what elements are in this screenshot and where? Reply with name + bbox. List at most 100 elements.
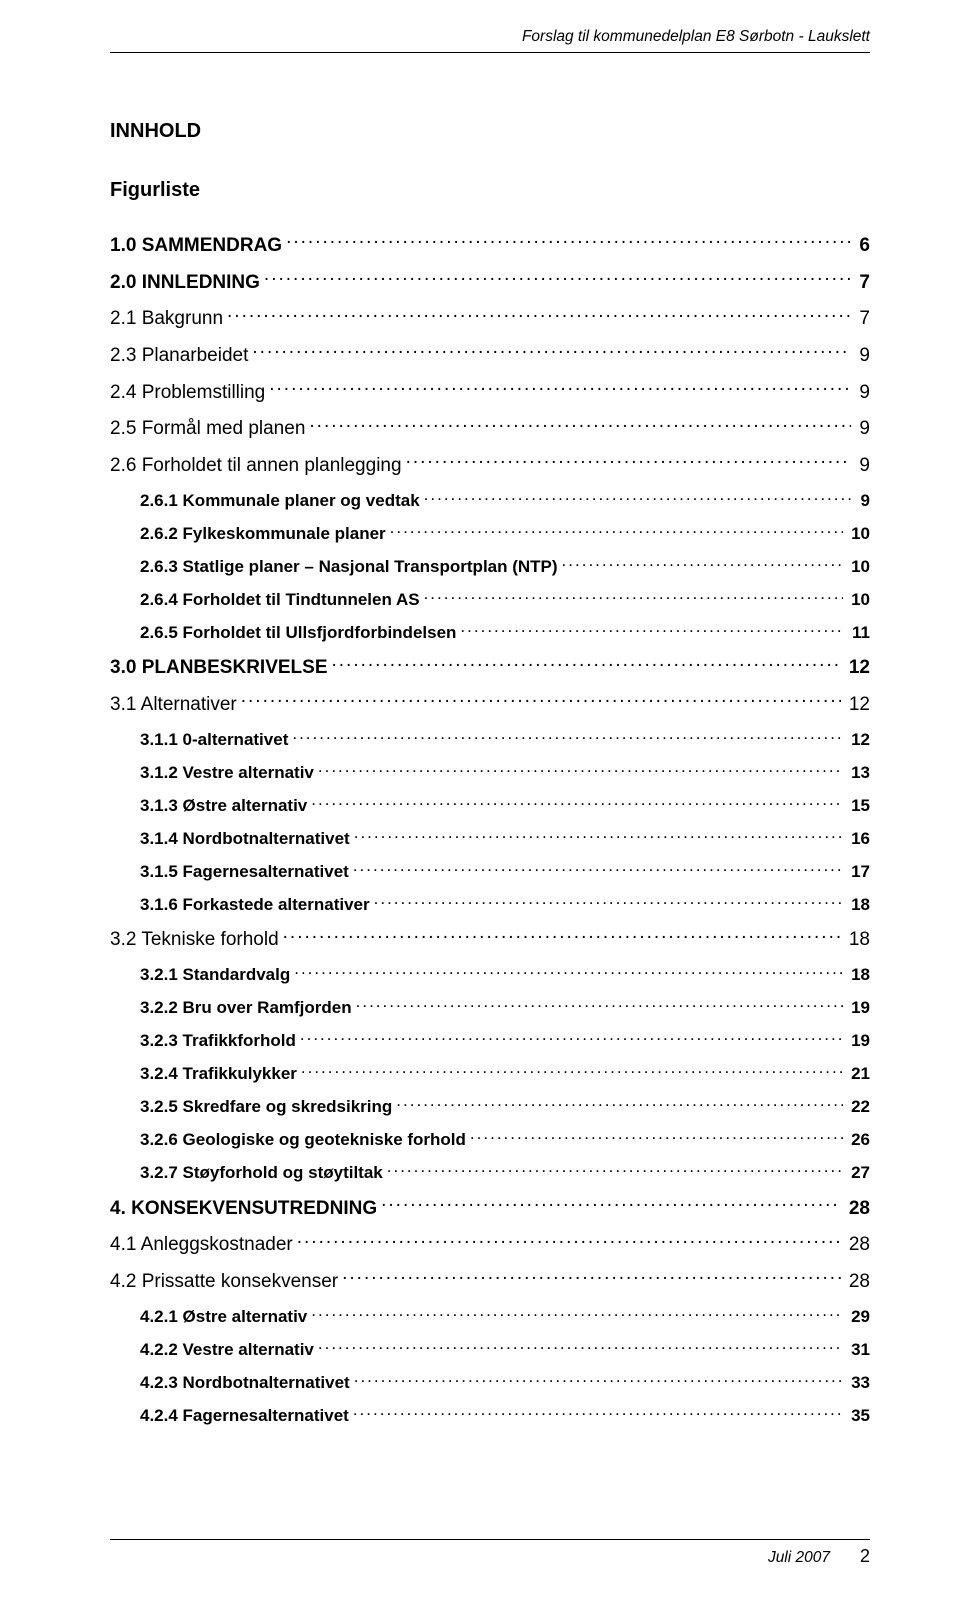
heading-figurliste: Figurliste bbox=[110, 179, 870, 202]
toc-leader bbox=[342, 1268, 841, 1287]
toc-leader bbox=[227, 305, 851, 324]
toc-entry: 2.3 Planarbeidet 9 bbox=[110, 342, 870, 369]
toc-entry-label: 3.1.2 Vestre alternativ bbox=[140, 762, 314, 784]
toc-entry-page: 9 bbox=[855, 344, 870, 369]
toc-entry-label: 3.1.3 Østre alternativ bbox=[140, 795, 307, 817]
toc-leader bbox=[354, 1371, 843, 1388]
toc-entry-page: 28 bbox=[845, 1270, 870, 1295]
toc-entry-label: 4.2.2 Vestre alternativ bbox=[140, 1339, 314, 1361]
toc-leader bbox=[294, 963, 843, 980]
toc-leader bbox=[390, 522, 843, 539]
toc-entry: 3.1.4 Nordbotnalternativet 16 bbox=[140, 827, 870, 850]
toc-entry: 2.5 Formål med planen 9 bbox=[110, 415, 870, 442]
toc-entry: 4.2.2 Vestre alternativ 31 bbox=[140, 1338, 870, 1361]
toc-leader bbox=[309, 415, 851, 434]
toc-entry: 3.1 Alternativer 12 bbox=[110, 691, 870, 718]
toc-entry: 2.6.3 Statlige planer – Nasjonal Transpo… bbox=[140, 555, 870, 578]
toc-leader bbox=[311, 794, 843, 811]
toc-entry-page: 10 bbox=[847, 589, 870, 611]
toc-leader bbox=[460, 621, 844, 638]
toc-leader bbox=[353, 1404, 843, 1421]
toc-entry-page: 29 bbox=[847, 1306, 870, 1328]
toc-entry: 4.1 Anleggskostnader28 bbox=[110, 1231, 870, 1258]
toc-entry-page: 13 bbox=[847, 762, 870, 784]
toc-entry-page: 21 bbox=[847, 1063, 870, 1085]
table-of-contents: 1.0 SAMMENDRAG62.0 INNLEDNING72.1 Bakgru… bbox=[110, 232, 870, 1427]
toc-leader bbox=[332, 654, 841, 673]
toc-entry-label: 3.2.2 Bru over Ramfjorden bbox=[140, 997, 352, 1019]
toc-entry-page: 18 bbox=[847, 964, 870, 986]
toc-entry-label: 2.6.3 Statlige planer – Nasjonal Transpo… bbox=[140, 556, 558, 578]
toc-entry-page: 33 bbox=[847, 1372, 870, 1394]
toc-entry-page: 27 bbox=[847, 1162, 870, 1184]
toc-entry-label: 2.6.4 Forholdet til Tindtunnelen AS bbox=[140, 589, 420, 611]
toc-entry-page: 10 bbox=[847, 523, 870, 545]
toc-entry-label: 4. KONSEKVENSUTREDNING bbox=[110, 1197, 377, 1222]
toc-entry-page: 31 bbox=[847, 1339, 870, 1361]
toc-leader bbox=[241, 691, 841, 710]
toc-entry: 2.6.1 Kommunale planer og vedtak9 bbox=[140, 489, 870, 512]
toc-entry: 4.2.3 Nordbotnalternativet 33 bbox=[140, 1371, 870, 1394]
toc-entry: 3.2.2 Bru over Ramfjorden19 bbox=[140, 996, 870, 1019]
toc-entry-page: 28 bbox=[845, 1197, 870, 1222]
toc-leader bbox=[318, 1338, 843, 1355]
toc-entry-label: 2.6.5 Forholdet til Ullsfjordforbindelse… bbox=[140, 622, 456, 644]
toc-leader bbox=[264, 269, 852, 288]
toc-entry-page: 12 bbox=[847, 729, 870, 751]
toc-entry-label: 3.1 Alternativer bbox=[110, 693, 237, 718]
toc-entry-label: 3.2 Tekniske forhold bbox=[110, 928, 279, 953]
toc-entry-page: 16 bbox=[847, 828, 870, 850]
toc-entry-label: 3.2.6 Geologiske og geotekniske forhold bbox=[140, 1129, 466, 1151]
toc-leader bbox=[311, 1305, 843, 1322]
heading-innhold: INNHOLD bbox=[110, 120, 870, 143]
toc-entry-label: 1.0 SAMMENDRAG bbox=[110, 234, 282, 259]
toc-entry-label: 4.2.4 Fagernesalternativet bbox=[140, 1405, 349, 1427]
toc-entry-label: 3.1.4 Nordbotnalternativet bbox=[140, 828, 350, 850]
toc-entry-page: 18 bbox=[845, 928, 870, 953]
toc-entry-page: 9 bbox=[855, 381, 870, 406]
toc-entry-label: 2.4 Problemstilling bbox=[110, 381, 265, 406]
toc-entry-label: 2.0 INNLEDNING bbox=[110, 271, 260, 296]
document-page: Forslag til kommunedelplan E8 Sørbotn - … bbox=[0, 0, 960, 1601]
toc-leader bbox=[353, 860, 843, 877]
toc-entry-label: 2.1 Bakgrunn bbox=[110, 307, 223, 332]
toc-entry-page: 35 bbox=[847, 1405, 870, 1427]
header-rule bbox=[110, 52, 870, 53]
toc-entry: 3.1.2 Vestre alternativ 13 bbox=[140, 761, 870, 784]
toc-entry: 4.2.4 Fagernesalternativet 35 bbox=[140, 1404, 870, 1427]
toc-entry: 2.1 Bakgrunn7 bbox=[110, 305, 870, 332]
toc-leader bbox=[318, 761, 843, 778]
toc-entry-label: 3.0 PLANBESKRIVELSE bbox=[110, 656, 328, 681]
toc-entry-label: 3.1.6 Forkastede alternativer bbox=[140, 894, 370, 916]
toc-leader bbox=[356, 996, 843, 1013]
running-head: Forslag til kommunedelplan E8 Sørbotn - … bbox=[522, 28, 870, 46]
toc-entry: 3.2.5 Skredfare og skredsikring22 bbox=[140, 1095, 870, 1118]
toc-entry: 4.2.1 Østre alternativ 29 bbox=[140, 1305, 870, 1328]
toc-entry: 4.2 Prissatte konsekvenser28 bbox=[110, 1268, 870, 1295]
toc-leader bbox=[396, 1095, 843, 1112]
toc-entry-label: 4.2.3 Nordbotnalternativet bbox=[140, 1372, 350, 1394]
toc-leader bbox=[406, 452, 852, 471]
toc-leader bbox=[301, 1062, 843, 1079]
toc-entry-label: 2.5 Formål med planen bbox=[110, 417, 305, 442]
toc-entry-label: 2.3 Planarbeidet bbox=[110, 344, 248, 369]
toc-entry-label: 3.2.4 Trafikkulykker bbox=[140, 1063, 297, 1085]
toc-leader bbox=[292, 728, 843, 745]
toc-entry: 3.2 Tekniske forhold 18 bbox=[110, 926, 870, 953]
toc-entry: 2.6.2 Fylkeskommunale planer 10 bbox=[140, 522, 870, 545]
toc-entry: 3.2.1 Standardvalg18 bbox=[140, 963, 870, 986]
toc-entry-page: 19 bbox=[847, 1030, 870, 1052]
toc-entry: 3.2.7 Støyforhold og støytiltak27 bbox=[140, 1161, 870, 1184]
toc-entry-label: 2.6.2 Fylkeskommunale planer bbox=[140, 523, 386, 545]
toc-entry: 3.1.3 Østre alternativ15 bbox=[140, 794, 870, 817]
toc-entry: 4. KONSEKVENSUTREDNING 28 bbox=[110, 1195, 870, 1222]
toc-leader bbox=[470, 1128, 843, 1145]
toc-leader bbox=[424, 489, 853, 506]
toc-entry-page: 9 bbox=[855, 417, 870, 442]
toc-leader bbox=[562, 555, 844, 572]
toc-entry-label: 4.2.1 Østre alternativ bbox=[140, 1306, 307, 1328]
toc-entry-page: 17 bbox=[847, 861, 870, 883]
toc-entry-page: 9 bbox=[855, 454, 870, 479]
toc-leader bbox=[283, 926, 841, 945]
toc-entry-page: 12 bbox=[845, 693, 870, 718]
